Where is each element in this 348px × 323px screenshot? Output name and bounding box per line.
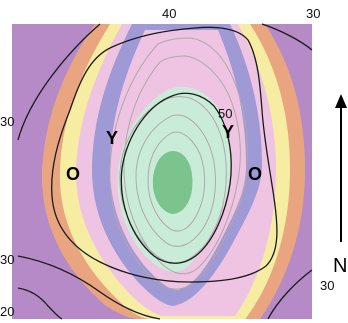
- label-top-40: 40: [162, 6, 176, 21]
- label-bottom-right-30: 30: [320, 278, 334, 293]
- north-label: N: [333, 255, 347, 277]
- label-left-30-upper: 30: [0, 114, 14, 129]
- contour-20: [17, 287, 63, 320]
- thin-contours: [109, 37, 249, 290]
- contour-40: [51, 26, 278, 283]
- label-left-20: 20: [0, 304, 14, 319]
- label-left-30-lower: 30: [0, 252, 14, 267]
- contour-50: [120, 92, 232, 264]
- zone-letter-o-right: O: [248, 164, 262, 184]
- dark-contours: [17, 23, 313, 320]
- zone-letter-o-left: O: [66, 164, 80, 184]
- zone-letter-y-right: Y: [222, 122, 234, 142]
- north-arrow-icon: [335, 94, 347, 242]
- label-contour-50: 50: [218, 106, 232, 121]
- green-core: [152, 150, 193, 214]
- zone-letter-y-left: Y: [106, 128, 118, 148]
- contour-30: [17, 23, 313, 320]
- label-top-30: 30: [306, 6, 320, 21]
